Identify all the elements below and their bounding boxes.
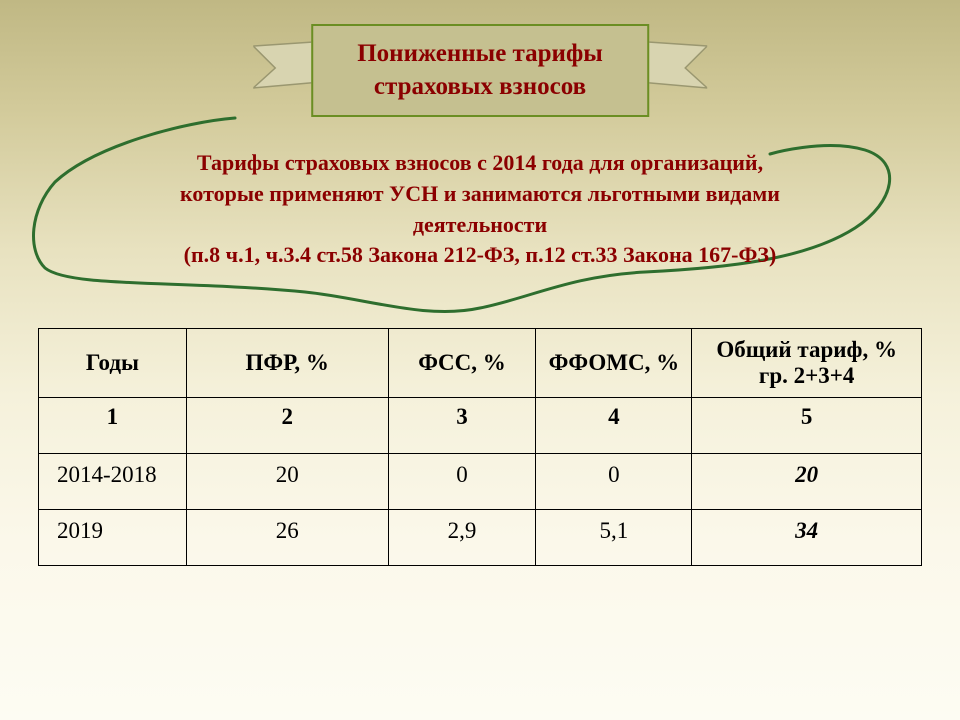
title-banner-box: Пониженные тарифы страховых взносов [311,24,649,117]
title-line-2: страховых взносов [357,71,603,104]
table-row: 2019 26 2,9 5,1 34 [39,510,922,566]
description-block: Тарифы страховых взносов с 2014 года для… [80,148,880,271]
table-header-row: Годы ПФР, % ФСС, % ФФОМС, % Общий тариф,… [39,329,922,398]
colnum-3: 3 [388,398,536,454]
col-header-pfr: ПФР, % [186,329,388,398]
colnum-1: 1 [39,398,187,454]
description-line-3: деятельности [80,210,880,241]
cell-fss: 2,9 [388,510,536,566]
cell-fss: 0 [388,454,536,510]
description-line-4: (п.8 ч.1, ч.3.4 ст.58 Закона 212-ФЗ, п.1… [80,240,880,271]
title-banner: Пониженные тарифы страховых взносов [253,24,707,117]
cell-total: 20 [692,454,922,510]
colnum-5: 5 [692,398,922,454]
colnum-2: 2 [186,398,388,454]
colnum-4: 4 [536,398,692,454]
col-header-ffoms: ФФОМС, % [536,329,692,398]
table-number-row: 1 2 3 4 5 [39,398,922,454]
col-header-years: Годы [39,329,187,398]
cell-ffoms: 0 [536,454,692,510]
cell-year: 2014-2018 [39,454,187,510]
cell-year: 2019 [39,510,187,566]
cell-pfr: 20 [186,454,388,510]
cell-ffoms: 5,1 [536,510,692,566]
description-line-1: Тарифы страховых взносов с 2014 года для… [80,148,880,179]
title-line-1: Пониженные тарифы [357,38,603,71]
cell-total: 34 [692,510,922,566]
col-header-fss: ФСС, % [388,329,536,398]
table-row: 2014-2018 20 0 0 20 [39,454,922,510]
description-line-2: которые применяют УСН и занимаются льгот… [80,179,880,210]
tariff-table: Годы ПФР, % ФСС, % ФФОМС, % Общий тариф,… [38,328,922,566]
col-header-total: Общий тариф, % гр. 2+3+4 [692,329,922,398]
cell-pfr: 26 [186,510,388,566]
